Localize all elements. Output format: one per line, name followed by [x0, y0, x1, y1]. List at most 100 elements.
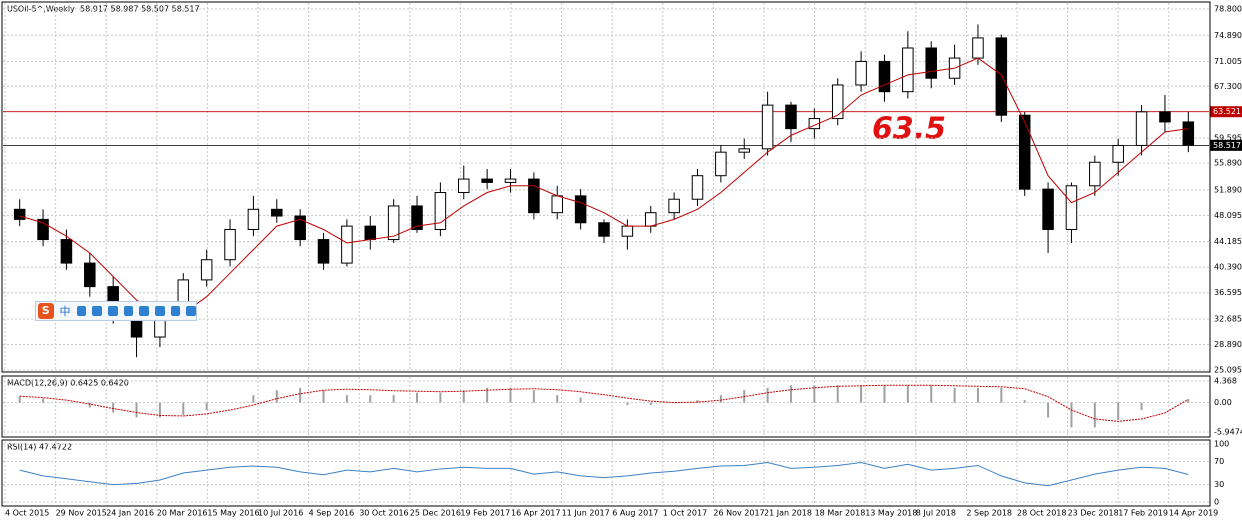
annotation: 63.5	[872, 112, 946, 147]
x-tick-label: 23 Dec 2018	[1068, 509, 1119, 518]
x-tick-label: 14 Apr 2019	[1169, 509, 1218, 518]
y-tick-label: 48.095	[1214, 211, 1242, 220]
candle-body	[1065, 185, 1078, 230]
y-tick-label: 55.890	[1214, 158, 1242, 167]
x-tick-label: 15 May 2016	[207, 509, 259, 518]
candle-body	[995, 37, 1008, 116]
x-tick-label: 20 Mar 2016	[157, 509, 208, 518]
rsi-line	[19, 462, 1189, 487]
chart-title: USOil-5^,Weekly	[7, 5, 75, 14]
x-tick-label: 28 Oct 2018	[1017, 509, 1066, 518]
x-tick-label: 26 Nov 2017	[713, 509, 764, 518]
ime-icon[interactable]	[123, 306, 134, 316]
ime-mode[interactable]: 中	[59, 305, 71, 318]
y-tick-label: 78.800	[1214, 5, 1242, 14]
x-tick-label: 17 Feb 2019	[1118, 509, 1168, 518]
candle-body	[808, 118, 821, 130]
candle-body	[902, 47, 914, 93]
candle-body	[878, 60, 891, 93]
ime-icon[interactable]	[170, 306, 181, 316]
x-tick-label: 6 Aug 2017	[612, 509, 658, 518]
candle-body	[972, 37, 984, 59]
rsi-title: RSI(14) 47.4722	[7, 443, 72, 452]
candle-body	[785, 104, 797, 130]
candle-body	[1159, 111, 1171, 123]
price-label: 58.517	[1213, 141, 1241, 150]
candle-body	[644, 212, 657, 227]
macd-tick-label: 0.00	[1214, 398, 1232, 407]
price-label-box	[1210, 139, 1242, 151]
x-tick-label: 19 Feb 2017	[460, 509, 510, 518]
candle-body	[434, 192, 447, 230]
x-tick-label: 2 Sep 2018	[966, 509, 1012, 518]
y-tick-label: 25.095	[1214, 366, 1242, 375]
candle-body	[925, 47, 937, 79]
x-tick-label: 29 Nov 2015	[56, 509, 107, 518]
candle-body	[855, 60, 867, 86]
rsi-tick-label: 0	[1214, 498, 1219, 507]
x-tick-label: 21 Jan 2018	[764, 509, 812, 518]
ime-icon[interactable]	[139, 306, 149, 316]
candle-body	[504, 178, 517, 183]
x-tick-label: 24 Jan 2016	[106, 509, 154, 518]
main-panel	[1, 1, 1211, 373]
candle-body	[691, 175, 704, 200]
candle-body	[1042, 188, 1054, 230]
rsi-panel	[1, 439, 1211, 507]
candle-body	[761, 104, 774, 150]
candle-body	[84, 262, 96, 288]
candle-body	[317, 239, 330, 264]
y-tick-label: 32.685	[1214, 314, 1242, 323]
candle-body	[294, 215, 306, 241]
candle-body	[715, 151, 727, 177]
candle-body	[1018, 114, 1031, 190]
candle-body	[1089, 161, 1101, 187]
candle-body	[831, 84, 844, 120]
candle-body	[224, 228, 236, 261]
x-tick-label: 4 Sep 2016	[309, 509, 355, 518]
y-tick-label: 44.185	[1214, 237, 1242, 246]
y-tick-label: 28.890	[1214, 340, 1242, 349]
ime-icon[interactable]	[107, 306, 118, 316]
ime-logo[interactable]: S	[38, 303, 54, 319]
candle-body	[1182, 121, 1195, 146]
rsi-tick-label: 70	[1214, 457, 1224, 466]
ime-icon[interactable]	[186, 306, 196, 316]
ime-icon[interactable]	[154, 306, 165, 316]
candle-body	[411, 205, 423, 230]
candle-body	[200, 259, 213, 281]
macd-signal	[19, 384, 1189, 422]
candle-body	[364, 225, 377, 241]
candle-body	[551, 195, 564, 214]
price-label: 63.521	[1213, 107, 1241, 116]
candle-body	[621, 225, 634, 237]
candle-body	[1135, 111, 1148, 146]
y-tick-label: 74.890	[1214, 31, 1242, 40]
macd-title: MACD(12,26,9) 0.6425 0.6420	[7, 379, 129, 388]
candle-body	[481, 178, 493, 183]
x-tick-label: 18 Mar 2018	[815, 509, 866, 518]
price-label-box	[1210, 106, 1242, 118]
x-tick-label: 4 Oct 2015	[5, 509, 49, 518]
candle-body	[1112, 144, 1124, 163]
y-tick-label: 51.890	[1214, 185, 1242, 194]
candle-body	[668, 198, 680, 214]
x-tick-label: 16 Apr 2017	[511, 509, 560, 518]
candle-body	[387, 205, 400, 241]
ime-icon[interactable]	[76, 306, 87, 316]
macd-tick-label: 4.368	[1214, 377, 1237, 386]
candle-body	[60, 239, 73, 264]
x-tick-label: 8 Jul 2018	[916, 509, 956, 518]
rsi-tick-label: 100	[1214, 440, 1229, 449]
x-tick-label: 13 May 2018	[865, 509, 917, 518]
x-tick-label: 11 Jun 2017	[562, 509, 610, 518]
candle-body	[574, 195, 587, 224]
x-tick-label: 10 Jul 2016	[258, 509, 303, 518]
candle-body	[528, 178, 540, 214]
y-tick-label: 59.595	[1214, 134, 1242, 143]
ime-toolbar[interactable]: S 中	[35, 301, 197, 321]
candle-body	[598, 222, 610, 237]
y-tick-label: 40.390	[1214, 263, 1242, 272]
ime-icon[interactable]	[92, 306, 102, 316]
